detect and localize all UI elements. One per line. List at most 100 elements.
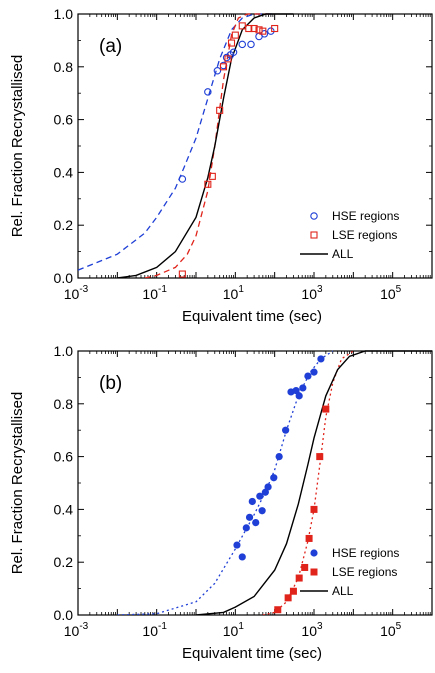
- x-axis-label: Equivalent time (sec): [182, 308, 322, 325]
- data-point-lse-regions: [255, 26, 263, 34]
- x-tick-base: 10: [301, 286, 317, 302]
- y-tick-label: 0.8: [54, 396, 74, 412]
- y-tick-label: 0.8: [54, 59, 74, 75]
- legend-marker-lse-regions: [310, 568, 318, 576]
- x-tick-exponent: -1: [158, 621, 167, 632]
- data-point-hse-regions: [247, 40, 255, 49]
- panel-a: 10-3 10-1 101 103 1050.00.20.40.60.81.0Equiv…: [9, 6, 433, 325]
- data-point-hse-regions: [252, 519, 260, 527]
- x-tick-base: 10: [64, 623, 80, 639]
- data-point-hse-regions: [295, 392, 303, 400]
- y-tick-label: 1.0: [54, 343, 74, 359]
- x-tick-base: 10: [64, 286, 80, 302]
- legend-label-lse-regions: LSE regions: [332, 228, 397, 242]
- fit-curve-hse-regions: [78, 13, 275, 271]
- x-tick-exponent: 1: [238, 284, 244, 295]
- data-point-hse-regions: [310, 368, 318, 376]
- data-point-lse-regions: [208, 172, 216, 180]
- legend-marker-hse-regions: [310, 212, 318, 220]
- x-tick-exponent: 5: [396, 284, 402, 295]
- data-point-hse-regions: [229, 48, 238, 57]
- fit-curve-all: [195, 350, 432, 615]
- x-tick-base: 10: [223, 286, 239, 302]
- x-tick-label: 105: [380, 284, 402, 302]
- data-point-hse-regions: [242, 524, 250, 532]
- x-tick-label: 10-1: [142, 284, 167, 302]
- x-tick-exponent: 3: [317, 284, 323, 295]
- x-axis-label: Equivalent time (sec): [182, 645, 322, 662]
- data-point-lse-regions: [271, 24, 279, 33]
- x-tick-base: 10: [142, 623, 158, 639]
- data-point-hse-regions: [204, 88, 212, 96]
- x-tick-exponent: -3: [79, 621, 88, 632]
- data-point-lse-regions: [259, 27, 267, 35]
- data-point-hse-regions: [292, 387, 300, 395]
- x-tick-exponent: 3: [317, 621, 323, 632]
- panel-label: (b): [99, 373, 122, 394]
- fit-curve-lse-regions: [144, 13, 275, 278]
- data-point-lse-regions: [301, 563, 309, 571]
- x-tick-exponent: 5: [396, 621, 402, 632]
- data-point-hse-regions: [238, 40, 247, 49]
- y-tick-label: 0.2: [54, 217, 74, 233]
- legend-marker-lse-regions: [310, 231, 318, 239]
- data-point-lse-regions: [224, 55, 232, 63]
- data-point-lse-regions: [316, 453, 324, 461]
- data-point-lse-regions: [178, 270, 186, 278]
- legend-label-hse-regions: HSE regions: [332, 546, 399, 560]
- data-point-lse-regions: [231, 31, 239, 39]
- x-tick-label: 103: [301, 284, 323, 302]
- x-tick-base: 10: [142, 286, 158, 302]
- x-tick-label: 10-3: [64, 621, 89, 639]
- data-point-lse-regions: [305, 534, 313, 542]
- x-tick-label: 10-3: [64, 284, 89, 302]
- data-point-hse-regions: [299, 384, 307, 392]
- y-axis-label: Rel. Fraction Recrystallised: [9, 55, 26, 238]
- legend-label-all: ALL: [332, 247, 354, 261]
- x-tick-exponent: -3: [79, 284, 88, 295]
- data-point-hse-regions: [233, 541, 241, 549]
- data-point-hse-regions: [275, 453, 283, 461]
- data-point-lse-regions: [322, 405, 330, 413]
- y-tick-label: 0.2: [54, 554, 74, 570]
- x-tick-label: 105: [380, 621, 402, 639]
- x-tick-exponent: 1: [238, 621, 244, 632]
- fit-curve-all: [117, 13, 294, 278]
- data-point-lse-regions: [274, 606, 282, 614]
- data-point-hse-regions: [178, 175, 187, 183]
- plot-area: [117, 350, 432, 615]
- legend: HSE regions LSE regions ALL: [300, 209, 399, 261]
- data-point-hse-regions: [256, 492, 264, 500]
- data-point-lse-regions: [295, 574, 303, 582]
- x-tick-base: 10: [223, 623, 239, 639]
- data-point-lse-regions: [289, 587, 297, 595]
- y-axis-label: Rel. Fraction Recrystallised: [9, 392, 26, 575]
- data-point-hse-regions: [213, 67, 222, 75]
- data-point-hse-regions: [248, 497, 256, 506]
- y-tick-label: 0.0: [54, 607, 74, 623]
- legend-label-all: ALL: [332, 584, 354, 598]
- legend-label-hse-regions: HSE regions: [332, 209, 399, 223]
- legend: HSE regions LSE regions ALL: [300, 546, 399, 598]
- x-tick-base: 10: [380, 623, 396, 639]
- data-point-hse-regions: [270, 474, 278, 482]
- data-point-hse-regions: [304, 372, 312, 380]
- data-point-lse-regions: [219, 63, 228, 71]
- data-point-hse-regions: [282, 426, 290, 434]
- y-tick-label: 1.0: [54, 6, 74, 22]
- data-point-lse-regions: [310, 505, 318, 513]
- data-point-lse-regions: [204, 180, 212, 188]
- y-tick-label: 0.4: [54, 164, 74, 180]
- x-tick-label: 101: [223, 621, 245, 639]
- data-point-lse-regions: [216, 106, 224, 114]
- x-tick-exponent: -1: [158, 284, 167, 295]
- data-point-hse-regions: [258, 507, 266, 515]
- x-tick-label: 10-1: [142, 621, 167, 639]
- data-point-hse-regions: [317, 355, 325, 363]
- data-point-lse-regions: [245, 24, 253, 33]
- panel-label: (a): [99, 36, 122, 57]
- y-tick-label: 0.0: [54, 270, 74, 286]
- data-point-lse-regions: [227, 39, 236, 47]
- data-point-hse-regions: [245, 513, 254, 521]
